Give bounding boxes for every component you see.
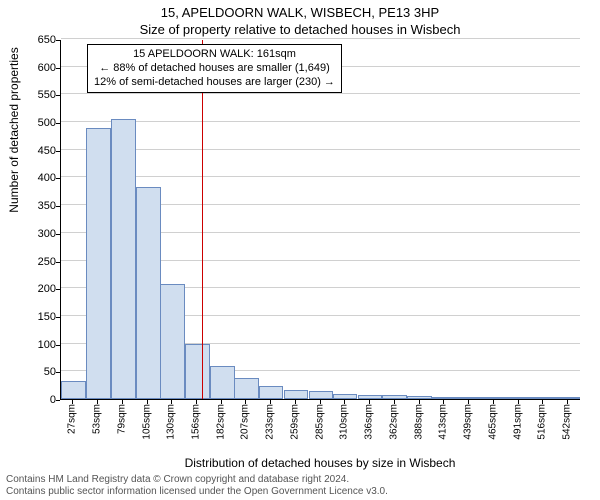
y-tick-label: 150 xyxy=(0,311,56,323)
x-tick-label: 362sqm xyxy=(388,404,399,440)
histogram-bar xyxy=(382,395,407,399)
x-tick-label: 156sqm xyxy=(191,404,202,440)
x-tick-label: 439sqm xyxy=(462,404,473,440)
histogram-bar xyxy=(160,284,185,399)
x-tick-label: 491sqm xyxy=(512,404,523,440)
x-tick-label: 259sqm xyxy=(290,404,301,440)
x-tick-label: 388sqm xyxy=(413,404,424,440)
histogram-bar xyxy=(284,390,309,399)
histogram-bar xyxy=(407,396,432,399)
y-tick-label: 100 xyxy=(0,339,56,351)
x-tick-label: 285sqm xyxy=(315,404,326,440)
x-tick-label: 130sqm xyxy=(166,404,177,440)
histogram-bar xyxy=(530,397,555,399)
y-tick-label: 200 xyxy=(0,283,56,295)
x-tick-label: 79sqm xyxy=(117,404,128,434)
x-tick-label: 542sqm xyxy=(561,404,572,440)
x-tick-label: 233sqm xyxy=(265,404,276,440)
x-tick-label: 336sqm xyxy=(363,404,374,440)
footer-attribution: Contains HM Land Registry data © Crown c… xyxy=(6,474,594,498)
histogram-bar xyxy=(456,397,481,399)
y-tick-label: 650 xyxy=(0,34,56,46)
x-tick-label: 105sqm xyxy=(142,404,153,440)
callout-line2: ← 88% of detached houses are smaller (1,… xyxy=(94,62,335,76)
x-tick-label: 465sqm xyxy=(487,404,498,440)
gridline xyxy=(61,149,580,150)
plot-inner xyxy=(61,40,580,399)
x-tick-label: 27sqm xyxy=(67,404,78,434)
chart-title-line1: 15, APELDOORN WALK, WISBECH, PE13 3HP xyxy=(0,5,600,20)
y-tick-label: 500 xyxy=(0,117,56,129)
x-tick-label: 516sqm xyxy=(536,404,547,440)
x-tick-label: 207sqm xyxy=(240,404,251,440)
histogram-bar xyxy=(358,395,383,399)
x-tick-label: 413sqm xyxy=(437,404,448,440)
y-tick-label: 550 xyxy=(0,89,56,101)
histogram-bar xyxy=(234,378,259,399)
y-tick-label: 50 xyxy=(0,366,56,378)
x-axis-ticks: 27sqm 53sqm 79sqm 105sqm 130sqm 156sqm 182sqm 2… xyxy=(60,400,580,456)
y-tick-label: 350 xyxy=(0,200,56,212)
y-tick-label: 400 xyxy=(0,172,56,184)
histogram-bar xyxy=(431,397,456,399)
histogram-bar xyxy=(111,119,136,399)
y-tick-label: 0 xyxy=(0,394,56,406)
y-tick-label: 600 xyxy=(0,62,56,74)
callout-line1: 15 APELDOORN WALK: 161sqm xyxy=(94,48,335,62)
x-tick-label: 310sqm xyxy=(338,404,349,440)
footer-line1: Contains HM Land Registry data © Crown c… xyxy=(6,474,594,486)
x-tick-label: 182sqm xyxy=(216,404,227,440)
histogram-bar xyxy=(210,366,235,399)
callout-line3: 12% of semi-detached houses are larger (… xyxy=(94,76,335,90)
histogram-bar xyxy=(86,128,111,399)
y-axis-ticks: 050100150200250300350400450500550600650 xyxy=(0,40,58,400)
gridline xyxy=(61,121,580,122)
footer-line2: Contains public sector information licen… xyxy=(6,486,594,498)
chart-title-line2: Size of property relative to detached ho… xyxy=(0,22,600,37)
gridline xyxy=(61,176,580,177)
x-axis-label: Distribution of detached houses by size … xyxy=(60,456,580,470)
histogram-bar xyxy=(309,391,334,399)
gridline xyxy=(61,93,580,94)
histogram-bar xyxy=(481,397,506,399)
histogram-bar xyxy=(506,397,531,399)
y-tick-label: 450 xyxy=(0,145,56,157)
x-tick-label: 53sqm xyxy=(92,404,103,434)
callout-box: 15 APELDOORN WALK: 161sqm ← 88% of detac… xyxy=(87,44,342,93)
y-tick-label: 250 xyxy=(0,256,56,268)
marker-line xyxy=(202,40,203,399)
gridline xyxy=(61,38,580,39)
histogram-bar xyxy=(61,381,86,399)
histogram-bar xyxy=(259,386,284,399)
histogram-bar xyxy=(333,394,358,399)
histogram-bar xyxy=(185,344,210,399)
histogram-bar xyxy=(555,397,580,399)
histogram-bar xyxy=(136,187,161,399)
y-tick-label: 300 xyxy=(0,228,56,240)
plot-area: 15 APELDOORN WALK: 161sqm ← 88% of detac… xyxy=(60,40,580,400)
